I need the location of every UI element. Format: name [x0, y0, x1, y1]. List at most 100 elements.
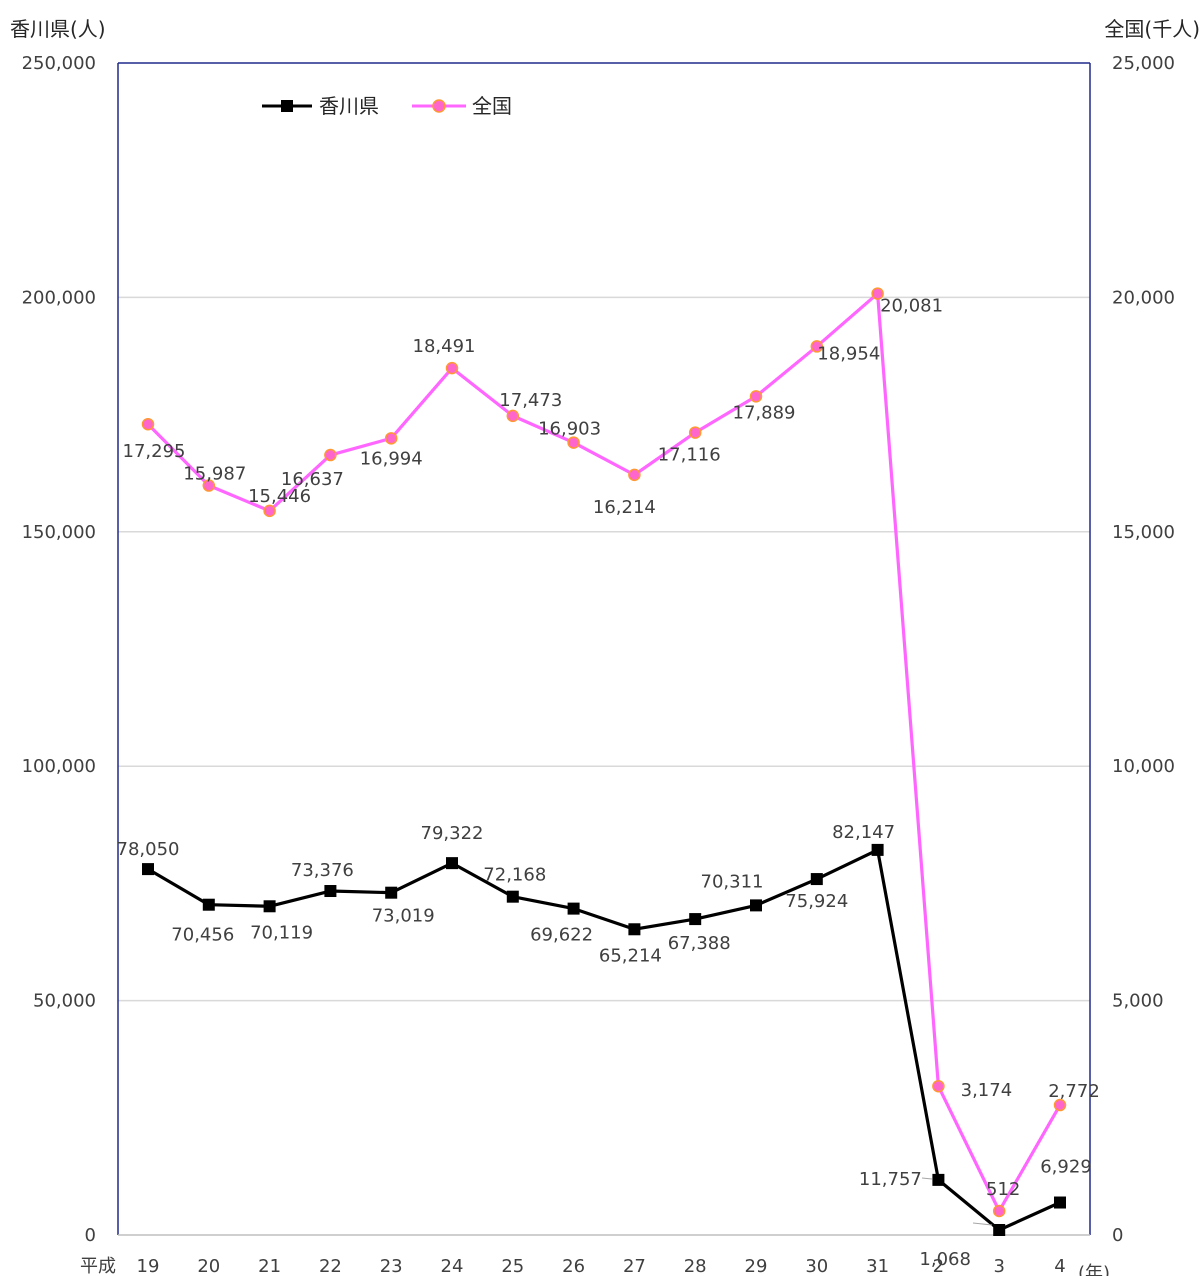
data-label-zenkoku: 17,116 — [658, 445, 721, 466]
data-label-kagawa: 11,757 — [859, 1169, 922, 1190]
x-tick-label: 30 — [805, 1256, 828, 1276]
left-axis-ticks: 0 50,000 100,000 150,000 200,000 250,000 — [22, 53, 96, 1246]
era-label: 平成 — [80, 1256, 116, 1276]
right-tick-label: 5,000 — [1112, 991, 1164, 1012]
marker-zenkoku — [263, 504, 276, 518]
right-tick-label: 10,000 — [1112, 756, 1175, 777]
data-label-kagawa: 70,311 — [701, 871, 764, 892]
legend-marker-kagawa — [281, 100, 293, 112]
left-tick-label: 150,000 — [22, 522, 96, 543]
x-tick-label: 28 — [684, 1256, 707, 1276]
marker-zenkoku — [992, 1204, 1006, 1218]
marker-kagawa — [871, 843, 884, 856]
data-label-zenkoku: 20,081 — [880, 296, 943, 317]
data-label-kagawa: 72,168 — [483, 865, 546, 886]
marker-kagawa — [263, 900, 276, 913]
legend: 香川県 全国 — [262, 94, 512, 118]
x-tick-label: 3 — [993, 1256, 1004, 1276]
marker-zenkoku — [506, 409, 520, 423]
marker-kagawa — [750, 899, 762, 912]
data-label-kagawa: 73,019 — [372, 906, 435, 927]
data-label-kagawa: 65,214 — [599, 945, 662, 966]
x-unit-label: (年) — [1078, 1263, 1110, 1276]
marker-zenkoku — [324, 448, 337, 462]
marker-kagawa — [385, 886, 398, 899]
data-label-zenkoku: 2,772 — [1048, 1081, 1100, 1102]
x-tick-label: 26 — [562, 1256, 585, 1276]
legend-marker-zenkoku — [432, 99, 446, 113]
left-tick-label: 100,000 — [22, 756, 96, 777]
data-label-zenkoku: 16,637 — [281, 469, 344, 490]
marker-zenkoku — [810, 340, 824, 353]
marker-zenkoku — [932, 1079, 945, 1093]
marker-zenkoku — [567, 436, 580, 449]
x-tick-label: 19 — [137, 1256, 160, 1276]
marker-kagawa — [567, 902, 580, 915]
data-label-kagawa: 69,622 — [530, 925, 593, 946]
data-label-kagawa: 70,119 — [250, 922, 313, 943]
left-tick-label: 0 — [85, 1225, 96, 1246]
marker-zenkoku — [688, 426, 702, 439]
data-label-zenkoku: 15,446 — [248, 486, 311, 507]
marker-kagawa — [689, 913, 702, 926]
legend-label-zenkoku: 全国 — [472, 94, 512, 118]
right-axis-title: 全国(千人) — [1104, 17, 1200, 41]
x-tick-label: 25 — [501, 1256, 524, 1276]
data-label-zenkoku: 18,491 — [413, 336, 476, 357]
marker-zenkoku — [445, 361, 459, 375]
legend-label-kagawa: 香川県 — [319, 94, 379, 118]
x-axis-ticks: 19 20 21 22 23 24 25 26 27 28 29 30 31 2 3 4 — [137, 1256, 1066, 1276]
x-tick-label: 24 — [441, 1256, 464, 1276]
right-tick-label: 15,000 — [1112, 522, 1175, 543]
data-label-zenkoku: 3,174 — [961, 1080, 1013, 1101]
marker-kagawa — [932, 1173, 945, 1186]
right-tick-label: 25,000 — [1112, 53, 1175, 74]
x-tick-label: 4 — [1054, 1256, 1065, 1276]
data-label-zenkoku: 17,473 — [499, 390, 562, 411]
marker-kagawa — [810, 873, 823, 886]
x-tick-label: 21 — [258, 1256, 281, 1276]
gridlines — [118, 296, 1090, 1002]
marker-kagawa — [628, 923, 641, 936]
right-axis-ticks: 0 5,000 10,000 15,000 20,000 25,000 — [1112, 53, 1175, 1246]
data-label-zenkoku: 512 — [986, 1179, 1020, 1200]
data-label-kagawa: 6,929 — [1040, 1157, 1092, 1178]
data-label-zenkoku: 18,954 — [817, 343, 880, 364]
marker-zenkoku — [202, 479, 216, 492]
series-line-kagawa — [147, 848, 1061, 1232]
marker-kagawa — [506, 890, 519, 903]
marker-zenkoku — [749, 390, 763, 403]
x-tick-label: 20 — [197, 1256, 220, 1276]
data-label-zenkoku: 16,214 — [593, 497, 656, 518]
data-label-kagawa: 70,456 — [171, 925, 234, 946]
left-tick-label: 250,000 — [22, 53, 96, 74]
marker-zenkoku — [1053, 1098, 1067, 1112]
leader-line — [921, 1177, 933, 1180]
right-tick-label: 0 — [1112, 1225, 1123, 1246]
left-tick-label: 50,000 — [33, 991, 96, 1012]
data-labels: 78,050 70,456 70,119 73,376 73,019 79,322 72,1… — [117, 296, 1100, 1270]
left-tick-label: 200,000 — [22, 287, 96, 308]
marker-kagawa — [1054, 1196, 1066, 1209]
leader-line — [972, 1222, 993, 1226]
x-tick-label: 27 — [623, 1256, 646, 1276]
marker-zenkoku — [871, 287, 884, 300]
data-label-kagawa: 82,147 — [832, 822, 895, 843]
marker-kagawa — [993, 1223, 1006, 1236]
data-label-zenkoku: 16,994 — [360, 448, 423, 469]
marker-kagawa — [446, 857, 458, 870]
data-label-zenkoku: 17,889 — [733, 402, 796, 423]
data-label-kagawa: 67,388 — [668, 933, 731, 954]
x-tick-label: 31 — [866, 1256, 889, 1276]
x-tick-label: 29 — [745, 1256, 768, 1276]
series-markers — [141, 287, 1067, 1236]
data-label-kagawa: 73,376 — [291, 860, 354, 881]
marker-kagawa — [324, 885, 337, 898]
axes — [117, 62, 1091, 1236]
data-label-kagawa: 78,050 — [117, 839, 180, 860]
data-label-kagawa: 1,068 — [919, 1249, 971, 1270]
left-axis-title: 香川県(人) — [10, 17, 106, 41]
data-label-kagawa: 79,322 — [421, 823, 484, 844]
marker-zenkoku — [384, 432, 398, 445]
